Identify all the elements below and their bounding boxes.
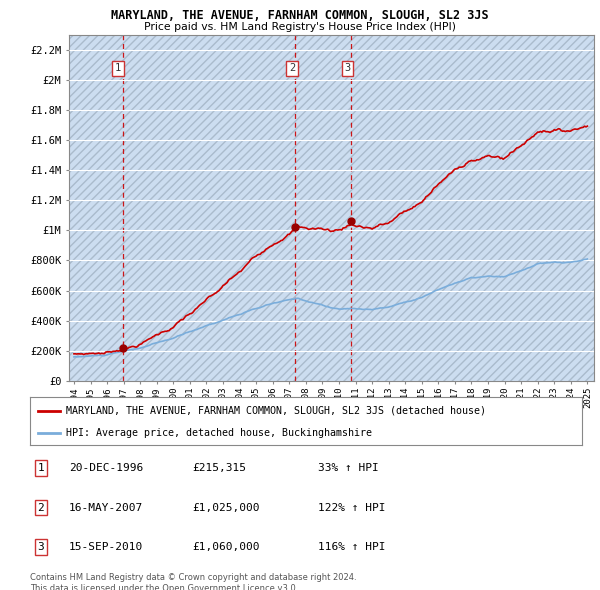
Text: 16-MAY-2007: 16-MAY-2007 [69, 503, 143, 513]
Text: 2: 2 [289, 63, 295, 73]
Text: 1: 1 [37, 463, 44, 473]
Text: This data is licensed under the Open Government Licence v3.0.: This data is licensed under the Open Gov… [30, 584, 298, 590]
Text: MARYLAND, THE AVENUE, FARNHAM COMMON, SLOUGH, SL2 3JS (detached house): MARYLAND, THE AVENUE, FARNHAM COMMON, SL… [66, 405, 486, 415]
Text: 3: 3 [37, 542, 44, 552]
Text: £1,060,000: £1,060,000 [192, 542, 260, 552]
Text: MARYLAND, THE AVENUE, FARNHAM COMMON, SLOUGH, SL2 3JS: MARYLAND, THE AVENUE, FARNHAM COMMON, SL… [111, 9, 489, 22]
Text: 1: 1 [115, 63, 121, 73]
Text: £215,315: £215,315 [192, 463, 246, 473]
Text: 3: 3 [344, 63, 350, 73]
Text: 33% ↑ HPI: 33% ↑ HPI [318, 463, 379, 473]
Text: 116% ↑ HPI: 116% ↑ HPI [318, 542, 386, 552]
Text: 122% ↑ HPI: 122% ↑ HPI [318, 503, 386, 513]
Text: 2: 2 [37, 503, 44, 513]
Text: Price paid vs. HM Land Registry's House Price Index (HPI): Price paid vs. HM Land Registry's House … [144, 22, 456, 32]
Text: Contains HM Land Registry data © Crown copyright and database right 2024.: Contains HM Land Registry data © Crown c… [30, 573, 356, 582]
Text: 15-SEP-2010: 15-SEP-2010 [69, 542, 143, 552]
Text: 20-DEC-1996: 20-DEC-1996 [69, 463, 143, 473]
Text: £1,025,000: £1,025,000 [192, 503, 260, 513]
Text: HPI: Average price, detached house, Buckinghamshire: HPI: Average price, detached house, Buck… [66, 428, 372, 438]
